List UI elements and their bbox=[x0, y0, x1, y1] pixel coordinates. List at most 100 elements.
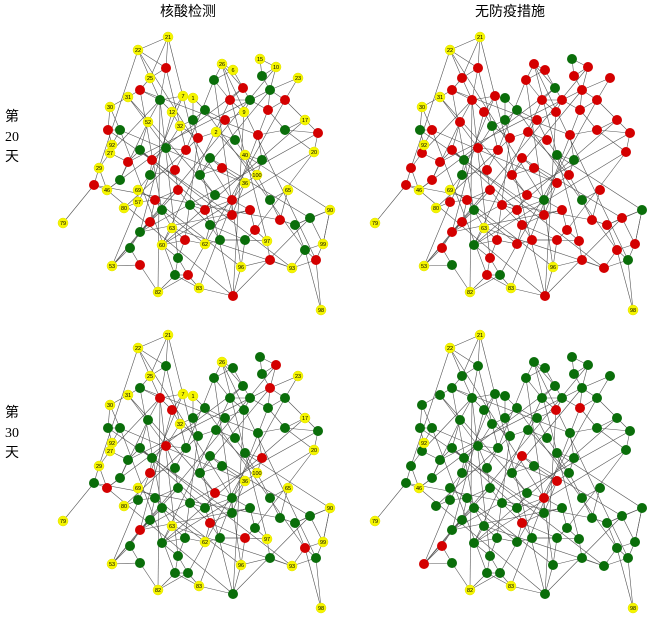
edge bbox=[304, 547, 322, 609]
node bbox=[487, 419, 497, 429]
node bbox=[173, 483, 183, 493]
node bbox=[567, 54, 577, 64]
node bbox=[257, 155, 267, 165]
edge bbox=[139, 132, 319, 233]
node-label: 32 bbox=[177, 422, 183, 428]
network-panel: 21 22 92 46 79 82 83 98 bbox=[369, 329, 647, 614]
network-panel: 21 22 25 26 23 31 30 7 1 32 17 92 27 20 29 69 36 100 65 80 9… bbox=[57, 329, 336, 614]
node bbox=[512, 503, 522, 513]
edge bbox=[185, 79, 215, 151]
edge bbox=[139, 430, 319, 531]
edge bbox=[111, 393, 184, 565]
node bbox=[505, 431, 515, 441]
node bbox=[529, 163, 539, 173]
node bbox=[145, 217, 155, 227]
node bbox=[587, 513, 597, 523]
edge bbox=[315, 259, 322, 311]
labeled-node bbox=[122, 91, 134, 103]
node bbox=[493, 145, 503, 155]
edge bbox=[543, 182, 558, 216]
node bbox=[447, 227, 457, 237]
edge bbox=[451, 132, 631, 233]
node bbox=[500, 413, 510, 423]
node bbox=[215, 235, 225, 245]
labeled-node bbox=[122, 389, 134, 401]
labeled-node bbox=[474, 329, 486, 341]
node bbox=[569, 155, 579, 165]
edge bbox=[418, 385, 556, 489]
node bbox=[205, 518, 215, 528]
labeled-node bbox=[474, 31, 486, 43]
node bbox=[185, 200, 195, 210]
edge bbox=[185, 377, 215, 449]
edge bbox=[159, 67, 167, 101]
node-label: 30 bbox=[107, 403, 113, 409]
labeled-node bbox=[239, 177, 251, 189]
edge bbox=[596, 129, 627, 153]
node bbox=[469, 538, 479, 548]
edge bbox=[106, 87, 244, 191]
node bbox=[215, 533, 225, 543]
edge bbox=[410, 49, 451, 169]
node bbox=[145, 468, 155, 478]
node bbox=[487, 121, 497, 131]
node bbox=[240, 448, 250, 458]
edge bbox=[119, 129, 246, 184]
node bbox=[459, 155, 469, 165]
node bbox=[462, 493, 472, 503]
labeled-node bbox=[132, 482, 144, 494]
node bbox=[621, 445, 631, 455]
node-label: 98 bbox=[630, 606, 636, 612]
edge bbox=[187, 397, 286, 574]
node bbox=[220, 115, 230, 125]
node-label: 98 bbox=[318, 606, 324, 612]
edge bbox=[479, 36, 546, 297]
node bbox=[183, 270, 193, 280]
labeled-node bbox=[166, 520, 178, 532]
edge bbox=[284, 129, 315, 153]
node bbox=[512, 239, 522, 249]
node bbox=[115, 175, 125, 185]
node bbox=[265, 85, 275, 95]
edge bbox=[466, 199, 554, 268]
node bbox=[577, 553, 587, 563]
node bbox=[123, 455, 133, 465]
node-label: 65 bbox=[285, 188, 291, 194]
edge bbox=[431, 427, 488, 574]
node-label: 9 bbox=[242, 110, 245, 116]
node bbox=[275, 513, 285, 523]
node bbox=[575, 105, 585, 115]
node bbox=[473, 441, 483, 451]
node bbox=[479, 107, 489, 117]
labeled-node bbox=[162, 31, 174, 43]
edge bbox=[204, 407, 306, 549]
node bbox=[473, 63, 483, 73]
node bbox=[145, 170, 155, 180]
node bbox=[574, 236, 584, 246]
edge bbox=[431, 419, 461, 479]
labeled-node bbox=[251, 467, 263, 479]
node bbox=[445, 483, 455, 493]
node-label: 17 bbox=[302, 416, 308, 422]
node bbox=[227, 493, 237, 503]
node-label: 21 bbox=[165, 333, 171, 339]
edge bbox=[184, 137, 199, 241]
node bbox=[415, 423, 425, 433]
edge bbox=[198, 585, 234, 595]
node bbox=[228, 589, 238, 599]
edge bbox=[221, 63, 317, 261]
edge bbox=[137, 334, 169, 349]
labeled-node bbox=[418, 260, 430, 272]
node-label: 83 bbox=[508, 286, 514, 292]
node bbox=[300, 543, 310, 553]
edge bbox=[469, 397, 473, 591]
node bbox=[217, 461, 227, 471]
edge bbox=[533, 63, 629, 261]
node-label: 22 bbox=[447, 346, 453, 352]
edge bbox=[451, 447, 605, 567]
node bbox=[512, 403, 522, 413]
node-label: 23 bbox=[295, 374, 301, 380]
edge bbox=[109, 99, 161, 154]
edge bbox=[533, 361, 556, 387]
edge bbox=[556, 154, 643, 211]
